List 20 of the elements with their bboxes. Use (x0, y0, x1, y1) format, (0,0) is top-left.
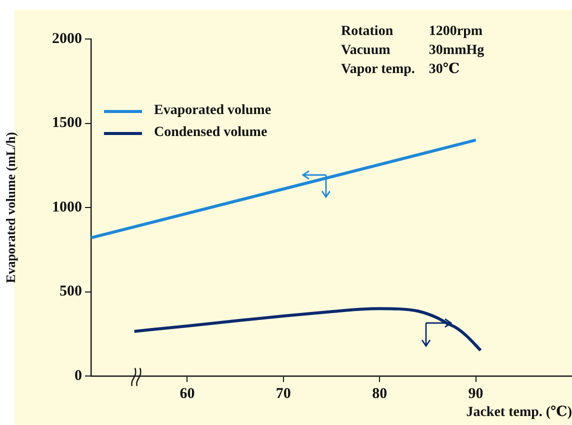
annotation: Vacuum (340, 42, 392, 60)
y-tick-label: 2000 (52, 30, 82, 47)
legend-label: Evaporated volume (154, 103, 272, 119)
annotation: 30mmHg (428, 42, 484, 60)
annotation: 30℃ (428, 61, 461, 79)
y-axis-title: Evaporated volume (mL/h) (3, 132, 18, 283)
y-tick-label: 500 (60, 284, 82, 300)
x-tick-label: 70 (276, 386, 291, 402)
annotation: Vapor temp. (340, 61, 416, 79)
line-series (132, 307, 482, 352)
y-tick-label: 0 (74, 368, 82, 384)
x-axis-title: Jacket temp. (℃) (466, 405, 572, 420)
text: 1200rpm (428, 23, 484, 41)
x-tick-label: 80 (372, 386, 388, 402)
y-tick-label: 1500 (52, 115, 82, 132)
x-tick-label: 60 (180, 386, 195, 402)
x-tick-label: 90 (468, 386, 484, 402)
text: Rotation (340, 23, 394, 41)
y-tick-label: 1000 (52, 199, 82, 216)
legend-label: Condensed volume (154, 125, 268, 141)
